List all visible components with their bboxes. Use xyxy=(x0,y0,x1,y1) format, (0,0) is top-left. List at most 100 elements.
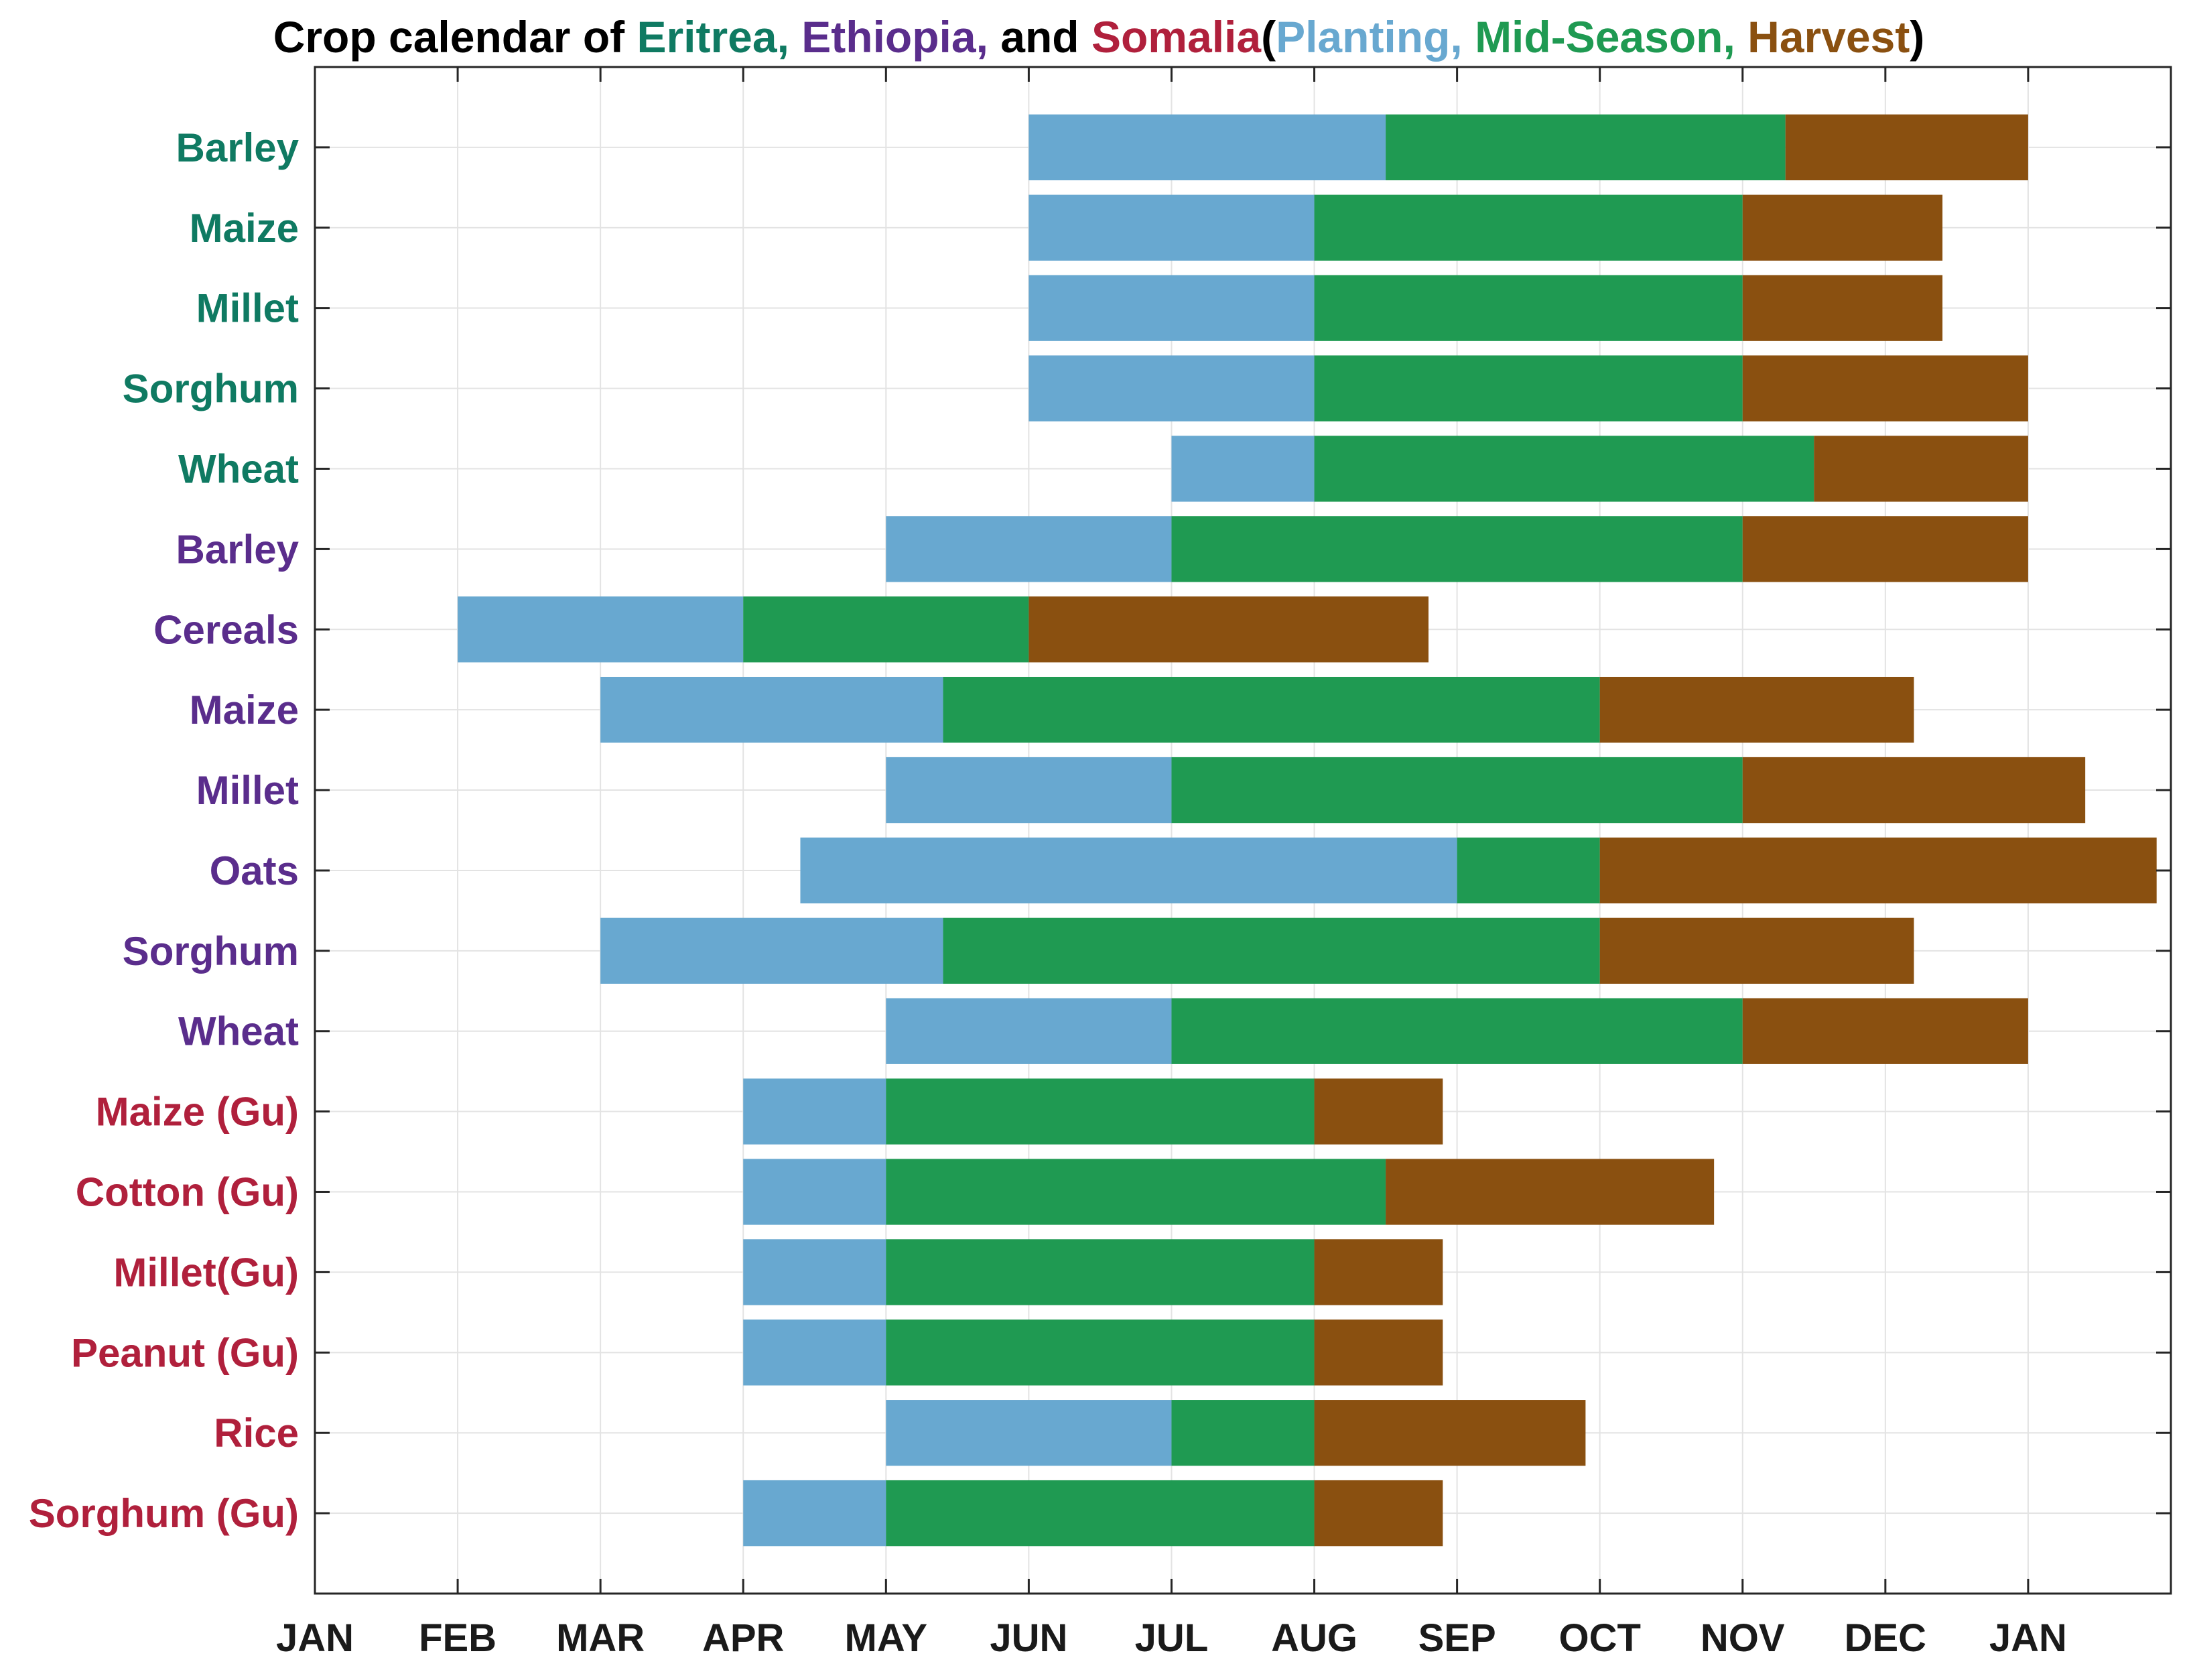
bar-harvest xyxy=(1785,114,2028,181)
x-tick-label: JAN xyxy=(276,1616,354,1660)
bar-harvest xyxy=(1742,998,2028,1064)
bar-harvest xyxy=(1314,1078,1443,1145)
title-part: and xyxy=(1000,12,1091,62)
bar-harvest xyxy=(1742,355,2028,422)
bar-mid-season xyxy=(1314,194,1743,261)
bar-harvest xyxy=(1742,194,1943,261)
y-tick-label: Maize xyxy=(190,206,299,251)
title-part: Planting xyxy=(1276,12,1450,62)
bar-mid-season xyxy=(886,1319,1315,1386)
bar-harvest xyxy=(1599,677,1914,743)
bar-harvest xyxy=(1814,436,2028,502)
bar-planting xyxy=(886,998,1172,1064)
bar-mid-season xyxy=(743,596,1029,663)
bars xyxy=(458,114,2157,1547)
bar-mid-season xyxy=(886,1239,1315,1305)
bar-mid-season xyxy=(1314,355,1743,422)
bar-planting xyxy=(743,1319,886,1386)
y-tick-label: Millet xyxy=(196,286,299,331)
bar-harvest xyxy=(1386,1159,1715,1225)
y-tick-label: Wheat xyxy=(178,1009,299,1054)
bar-mid-season xyxy=(886,1480,1315,1547)
x-tick-label: DEC xyxy=(1845,1616,1926,1660)
title-part: ) xyxy=(1910,12,1924,62)
bar-harvest xyxy=(1314,1400,1586,1466)
bar-harvest xyxy=(1599,917,1914,984)
bar-mid-season xyxy=(1314,275,1743,341)
title-part: Harvest xyxy=(1747,12,1910,62)
bar-harvest xyxy=(1314,1239,1443,1305)
y-tick-labels: Barley Maize Millet Sorghum Wheat Barley Cerea… xyxy=(29,125,300,1536)
bar-mid-season xyxy=(1171,757,1743,824)
y-tick-label: Barley xyxy=(176,125,300,170)
bar-planting xyxy=(743,1078,886,1145)
y-tick-label: Sorghum xyxy=(123,367,299,411)
bar-harvest xyxy=(1599,837,2157,904)
y-tick-label: Cereals xyxy=(153,607,299,652)
x-tick-label: FEB xyxy=(419,1616,496,1660)
title-part: , xyxy=(1450,12,1475,62)
title-part: Ethiopia xyxy=(801,12,977,62)
title-part: Somalia xyxy=(1091,12,1262,62)
bar-mid-season xyxy=(886,1078,1315,1145)
bar-harvest xyxy=(1742,275,1943,341)
bar-planting xyxy=(800,837,1457,904)
title-part: Mid-Season xyxy=(1475,12,1723,62)
y-tick-label: Peanut (Gu) xyxy=(71,1330,299,1375)
title-part: ( xyxy=(1261,12,1276,62)
bar-planting xyxy=(600,677,943,743)
y-tick-label: Maize (Gu) xyxy=(96,1090,299,1135)
bar-planting xyxy=(1028,194,1315,261)
x-tick-labels: JAN FEB MAR APR MAY JUN JUL AUG SEP OCT NOV DEC JAN xyxy=(276,1616,2067,1660)
bar-mid-season xyxy=(1314,436,1814,502)
bar-planting xyxy=(1028,114,1386,181)
bar-mid-season xyxy=(1171,1400,1315,1466)
title-part: , xyxy=(777,12,802,62)
bar-mid-season xyxy=(1171,516,1743,582)
x-tick-label: AUG xyxy=(1271,1616,1357,1660)
x-tick-label: JUL xyxy=(1135,1616,1209,1660)
bar-planting xyxy=(886,1400,1172,1466)
bar-planting xyxy=(886,757,1172,824)
x-tick-label: MAY xyxy=(845,1616,928,1660)
y-tick-label: Rice xyxy=(214,1411,299,1456)
x-tick-label: NOV xyxy=(1701,1616,1785,1660)
bar-planting xyxy=(886,516,1172,582)
y-tick-label: Sorghum (Gu) xyxy=(29,1491,299,1536)
y-tick-label: Millet(Gu) xyxy=(113,1250,299,1295)
title-part: , xyxy=(976,12,1001,62)
x-tick-label: MAR xyxy=(556,1616,645,1660)
plot-frame xyxy=(314,66,2172,1595)
chart-title: Crop calendar of Eritrea, Ethiopia, and … xyxy=(273,12,1925,62)
title-part: Crop calendar of xyxy=(273,12,637,62)
bar-harvest xyxy=(1314,1480,1443,1547)
x-tick-label: OCT xyxy=(1558,1616,1640,1660)
y-tick-label: Oats xyxy=(210,848,299,893)
axes xyxy=(314,66,2172,1595)
bar-planting xyxy=(458,596,744,663)
bar-harvest xyxy=(1314,1319,1443,1386)
y-tick-label: Maize xyxy=(190,688,299,732)
bar-planting xyxy=(1028,275,1315,341)
bar-mid-season xyxy=(886,1159,1386,1225)
y-tick-label: Cotton (Gu) xyxy=(76,1170,299,1215)
bar-mid-season xyxy=(1386,114,1786,181)
bar-mid-season xyxy=(943,677,1600,743)
bar-planting xyxy=(1028,355,1315,422)
bar-planting xyxy=(600,917,943,984)
x-tick-label: JUN xyxy=(990,1616,1067,1660)
bar-planting xyxy=(743,1480,886,1547)
x-tick-label: JAN xyxy=(1989,1616,2067,1660)
y-tick-label: Sorghum xyxy=(123,929,299,974)
y-tick-label: Millet xyxy=(196,768,299,813)
y-tick-label: Barley xyxy=(176,527,300,572)
bar-planting xyxy=(743,1239,886,1305)
bar-harvest xyxy=(1742,757,2086,824)
title-part: Eritrea xyxy=(637,12,777,62)
bar-mid-season xyxy=(943,917,1600,984)
bar-harvest xyxy=(1028,596,1429,663)
bar-harvest xyxy=(1742,516,2028,582)
bar-mid-season xyxy=(1457,837,1600,904)
